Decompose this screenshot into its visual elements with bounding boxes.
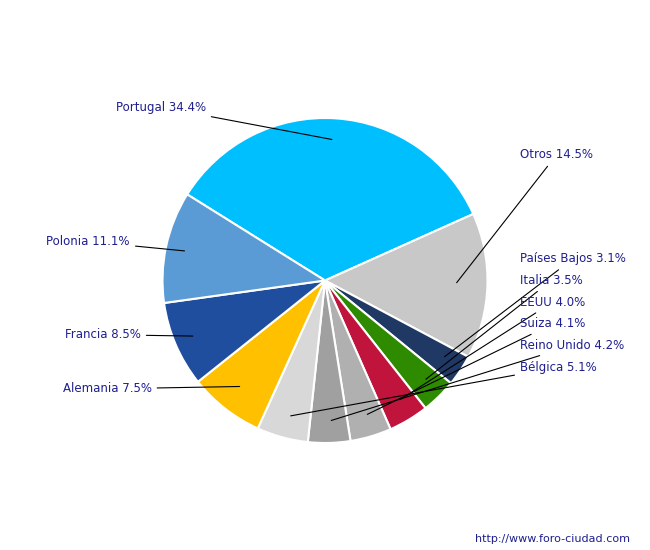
Wedge shape: [164, 280, 325, 382]
Wedge shape: [162, 194, 325, 303]
Wedge shape: [325, 280, 391, 441]
Text: Padrón - Turistas extranjeros según país - Abril de 2024: Padrón - Turistas extranjeros según país…: [72, 18, 578, 34]
Wedge shape: [187, 118, 473, 280]
Wedge shape: [198, 280, 325, 428]
Text: EEUU 4.0%: EEUU 4.0%: [400, 296, 585, 400]
Text: Italia 3.5%: Italia 3.5%: [426, 274, 583, 379]
Text: Otros 14.5%: Otros 14.5%: [457, 148, 593, 283]
Wedge shape: [325, 280, 469, 383]
Wedge shape: [325, 280, 451, 408]
Wedge shape: [308, 280, 350, 443]
Text: Bélgica 5.1%: Bélgica 5.1%: [291, 361, 597, 416]
Wedge shape: [258, 280, 325, 442]
Text: Países Bajos 3.1%: Países Bajos 3.1%: [445, 252, 626, 357]
Text: http://www.foro-ciudad.com: http://www.foro-ciudad.com: [476, 534, 630, 544]
Wedge shape: [325, 214, 488, 357]
Text: Francia 8.5%: Francia 8.5%: [65, 328, 193, 341]
Text: Polonia 11.1%: Polonia 11.1%: [47, 235, 185, 251]
Text: Portugal 34.4%: Portugal 34.4%: [116, 101, 332, 140]
Text: Suiza 4.1%: Suiza 4.1%: [367, 317, 586, 414]
Wedge shape: [325, 280, 426, 429]
Text: Alemania 7.5%: Alemania 7.5%: [62, 382, 240, 395]
Text: Reino Unido 4.2%: Reino Unido 4.2%: [332, 339, 624, 420]
